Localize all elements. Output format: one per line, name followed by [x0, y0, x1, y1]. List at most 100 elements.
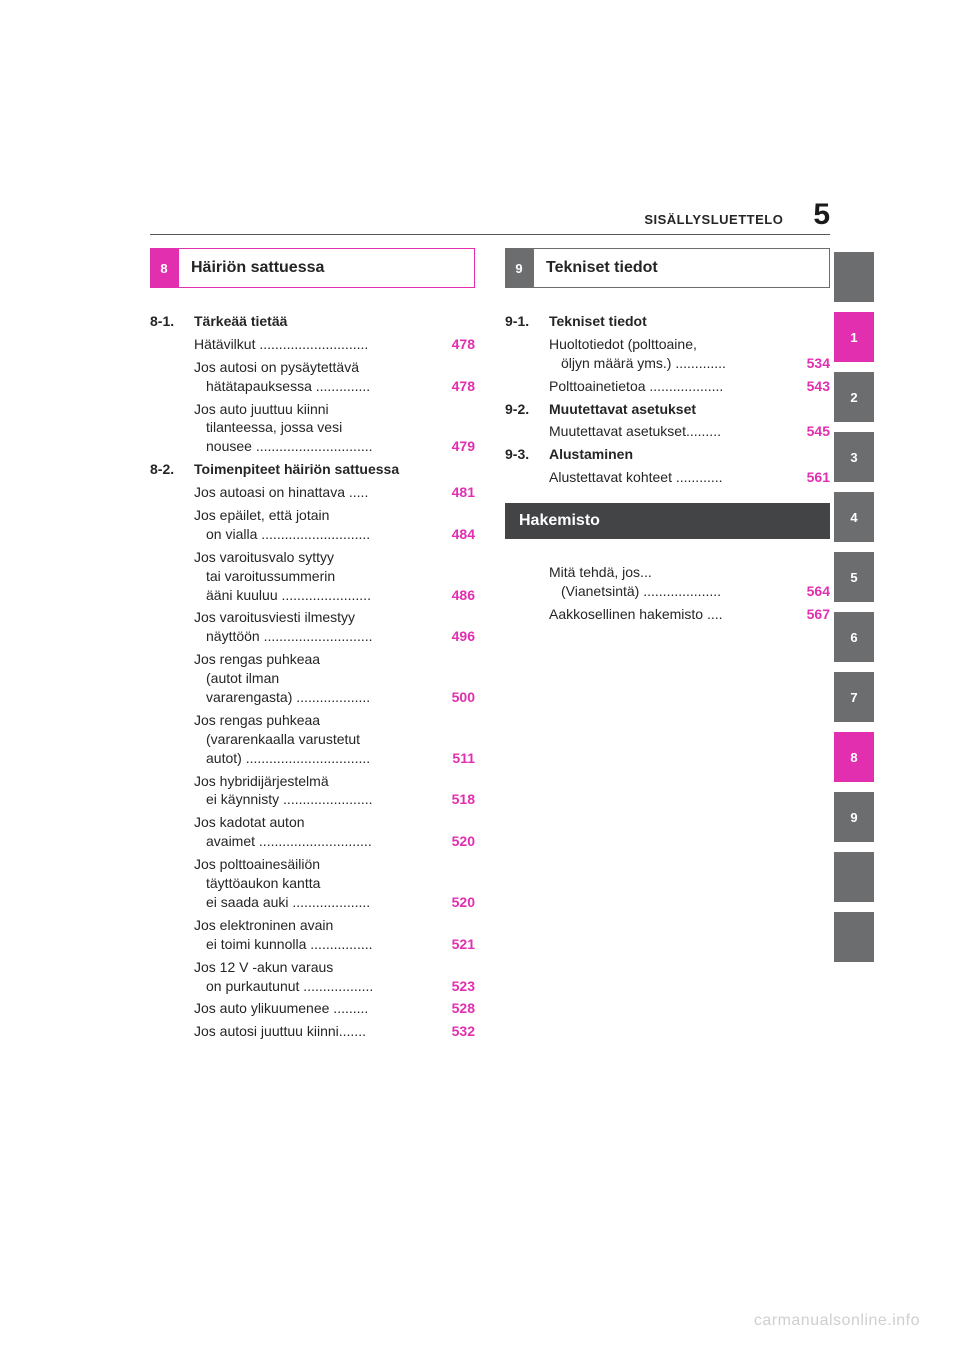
subsection: 9-1.Tekniset tiedot Huoltotiedot (polttoa…	[505, 312, 830, 396]
toc-entry-text: (autot ilman	[194, 669, 475, 688]
toc-entry-text: näyttöön ............................496	[194, 627, 475, 646]
toc-entry-text: Jos kadotat auton	[194, 813, 305, 832]
toc-entry-text: Jos autoasi on hinattava .....	[194, 483, 368, 502]
toc-entry-text: Huoltotiedot (polttoaine,	[549, 335, 697, 354]
toc-entry-page: 478	[452, 377, 475, 396]
toc-entry-text: Hätävilkut ............................	[194, 335, 368, 354]
toc-entry[interactable]: Jos rengas puhkeaa(autot ilmanvararengas…	[194, 650, 475, 707]
toc-entry-text: Jos autosi on pysäytettävä	[194, 358, 359, 377]
subsection-heading: 9-3.Alustaminen	[505, 445, 830, 464]
toc-entry[interactable]: Jos autosi juuttuu kiinni.......532	[194, 1022, 475, 1041]
toc-entry-text: (vararenkaalla varustetut	[194, 730, 475, 749]
toc-entry-text: tai varoitussummerin	[194, 567, 475, 586]
subsection-title: Muutettavat asetukset	[549, 400, 696, 419]
subsection: 8-1.Tärkeää tietää Hätävilkut ...........…	[150, 312, 475, 456]
section-9-bar: 9 Tekniset tiedot	[505, 248, 830, 288]
toc-entry[interactable]: Muutettavat asetukset.........545	[549, 422, 830, 441]
toc-entry-page: 520	[452, 832, 475, 851]
toc-entry-text: (Vianetsintä) ....................564	[549, 582, 830, 601]
section-8-title: Häiriön sattuessa	[178, 248, 475, 288]
chapter-tab-3[interactable]: 3	[834, 432, 874, 482]
subsection-number: 9-2.	[505, 400, 549, 419]
toc-entry[interactable]: Hätävilkut ............................4…	[194, 335, 475, 354]
toc-entry[interactable]: Jos polttoainesäiliöntäyttöaukon kanttae…	[194, 855, 475, 912]
chapter-tab-5[interactable]: 5	[834, 552, 874, 602]
toc-entry[interactable]: Mitä tehdä, jos...(Vianetsintä) ........…	[549, 563, 830, 601]
toc-entry[interactable]: Jos 12 V -akun varauson purkautunut ....…	[194, 958, 475, 996]
toc-entry[interactable]: Jos kadotat autonavaimet ...............…	[194, 813, 475, 851]
toc-entry-text: hätätapauksessa ..............478	[194, 377, 475, 396]
toc-entry-page: 567	[807, 605, 830, 624]
toc-entry[interactable]: Jos hybridijärjestelmäei käynnisty .....…	[194, 772, 475, 810]
page-number: 5	[813, 198, 830, 232]
toc-entry[interactable]: Jos autosi on pysäytettävähätätapauksess…	[194, 358, 475, 396]
chapter-tab-blank[interactable]	[834, 852, 874, 902]
side-tabs: 1 2 3 4 5 6 7 8 9	[834, 252, 874, 962]
subsection-heading: 9-1.Tekniset tiedot	[505, 312, 830, 331]
toc-entry[interactable]: Jos elektroninen avainei toimi kunnolla …	[194, 916, 475, 954]
subsection-heading: 8-2.Toimenpiteet häiriön sattuessa	[150, 460, 475, 479]
toc-entry-text: Jos rengas puhkeaa	[194, 711, 320, 730]
toc-entry[interactable]: Huoltotiedot (polttoaine,öljyn määrä yms…	[549, 335, 830, 373]
left-column: 8 Häiriön sattuessa 8-1.Tärkeää tietää Hä…	[150, 248, 475, 1045]
toc-entry[interactable]: Alustettavat kohteet ............561	[549, 468, 830, 487]
toc-entry-text: Jos auto juuttuu kiinni	[194, 400, 329, 419]
section-9-title: Tekniset tiedot	[533, 248, 830, 288]
toc-entry[interactable]: Jos rengas puhkeaa(vararenkaalla varuste…	[194, 711, 475, 768]
page: SISÄLLYSLUETTELO 5 8 Häiriön sattuessa 8…	[0, 0, 960, 1358]
subsection: 8-2.Toimenpiteet häiriön sattuessa Jos au…	[150, 460, 475, 1041]
chapter-tab-6[interactable]: 6	[834, 612, 874, 662]
toc-entry-text: ei toimi kunnolla ................521	[194, 935, 475, 954]
toc-entry[interactable]: Jos autoasi on hinattava ..... 481	[194, 483, 475, 502]
chapter-tab-9[interactable]: 9	[834, 792, 874, 842]
toc-entry-text: Mitä tehdä, jos...	[549, 563, 652, 582]
chapter-tab-8[interactable]: 8	[834, 732, 874, 782]
toc-entry-text: avaimet .............................520	[194, 832, 475, 851]
toc-entry-page: 564	[807, 582, 830, 601]
chapter-tab-blank[interactable]	[834, 252, 874, 302]
subsection: 9-2.Muutettavat asetuksetMuutettavat ase…	[505, 400, 830, 442]
toc-entry-text: Jos epäilet, että jotain	[194, 506, 329, 525]
subsection-title: Tärkeää tietää	[194, 312, 287, 331]
toc-entry-text: on vialla ............................48…	[194, 525, 475, 544]
toc-entry-text: Jos auto ylikuumenee .........	[194, 999, 368, 1018]
toc-entries: Muutettavat asetukset.........545	[505, 422, 830, 441]
subsection-heading: 8-1.Tärkeää tietää	[150, 312, 475, 331]
chapter-tab-1[interactable]: 1	[834, 312, 874, 362]
toc-entries: Jos autoasi on hinattava ..... 481 Jos epä…	[150, 483, 475, 1041]
toc-entry-page: 521	[452, 935, 475, 954]
toc-entry-page: 532	[452, 1022, 475, 1041]
toc-entry[interactable]: Jos auto ylikuumenee .........528	[194, 999, 475, 1018]
toc-entry[interactable]: Polttoainetietoa ...................543	[549, 377, 830, 396]
watermark: carmanualsonline.info	[754, 1312, 920, 1330]
toc-entry-text: Polttoainetietoa ...................	[549, 377, 723, 396]
chapter-tab-2[interactable]: 2	[834, 372, 874, 422]
toc-entries: Huoltotiedot (polttoaine,öljyn määrä yms…	[505, 335, 830, 396]
toc-entry[interactable]: Jos auto juuttuu kiinnitilanteessa, joss…	[194, 400, 475, 457]
chapter-tab-4[interactable]: 4	[834, 492, 874, 542]
toc-entry-page: 523	[452, 977, 475, 996]
subsection-number: 8-1.	[150, 312, 194, 331]
toc-entry-page: 520	[452, 893, 475, 912]
toc-entry[interactable]: Jos varoitusviesti ilmestyynäyttöön ....…	[194, 608, 475, 646]
section-8-number: 8	[150, 248, 178, 288]
toc-entry-text: Jos varoitusvalo syttyy	[194, 548, 334, 567]
toc-entry-page: 496	[452, 627, 475, 646]
toc-entry-page: 481	[452, 483, 475, 502]
toc-entry-text: öljyn määrä yms.) .............534	[549, 354, 830, 373]
subsection: 9-3.Alustaminen Alustettavat kohteet ....…	[505, 445, 830, 487]
toc-entry-page: 484	[452, 525, 475, 544]
toc-entry-page: 479	[452, 437, 475, 456]
chapter-tab-7[interactable]: 7	[834, 672, 874, 722]
subsection-heading: 9-2.Muutettavat asetukset	[505, 400, 830, 419]
toc-entry[interactable]: Jos epäilet, että jotainon vialla ......…	[194, 506, 475, 544]
toc-entries: Alustettavat kohteet ............561	[505, 468, 830, 487]
chapter-tab-blank[interactable]	[834, 912, 874, 962]
toc-entry-page: 534	[807, 354, 830, 373]
toc-entry-text: Jos polttoainesäiliön	[194, 855, 320, 874]
toc-entry[interactable]: Jos varoitusvalo syttyytai varoitussumme…	[194, 548, 475, 605]
toc-entry-text: tilanteessa, jossa vesi	[194, 418, 475, 437]
toc-entry[interactable]: Aakkosellinen hakemisto ....567	[549, 605, 830, 624]
header-label: SISÄLLYSLUETTELO	[644, 212, 783, 227]
toc-entry-page: 511	[452, 749, 475, 768]
